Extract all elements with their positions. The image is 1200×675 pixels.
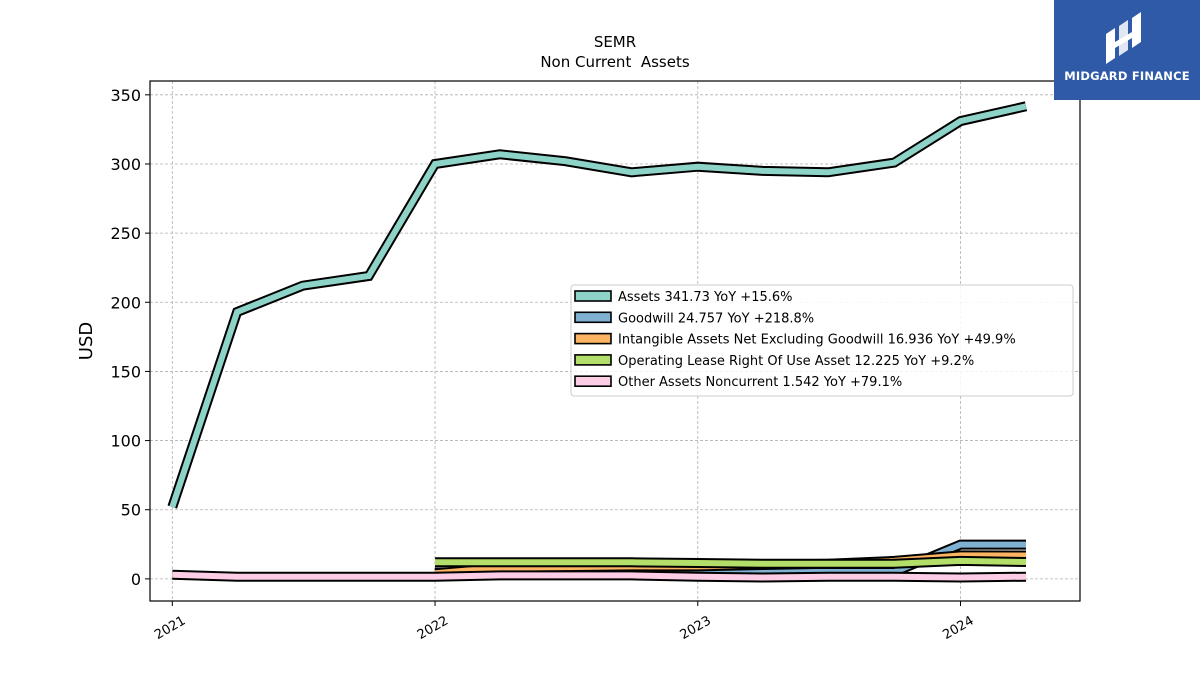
- legend-item: Intangible Assets Net Excluding Goodwill…: [574, 332, 1016, 348]
- legend-swatch: [574, 290, 612, 302]
- x-axis: 2021 2022 2023 2024: [152, 601, 977, 643]
- legend-label: Assets 341.73 YoY +15.6%: [618, 290, 793, 305]
- series-line: [169, 103, 1027, 508]
- plot-frame: [149, 80, 1081, 602]
- brand-mark-icon: [1106, 12, 1141, 64]
- series-5: [172, 569, 1027, 583]
- legend-item: Operating Lease Right Of Use Asset 12.22…: [574, 354, 974, 369]
- legend-label: Goodwill 24.757 YoY +218.8%: [618, 311, 814, 326]
- y-tick-label: 300: [110, 155, 141, 174]
- series-1: [167, 101, 1028, 509]
- x-tick-label: 2024: [940, 613, 976, 643]
- brand-name: MIDGARD FINANCE: [1064, 69, 1190, 83]
- legend-item: Goodwill 24.757 YoY +218.8%: [574, 311, 814, 326]
- y-tick-label: 350: [110, 86, 141, 105]
- legend-swatch: [574, 311, 612, 324]
- brand-logo: MIDGARD FINANCE: [1054, 0, 1200, 100]
- y-tick-label: 0: [131, 570, 141, 589]
- y-tick-label: 50: [121, 501, 141, 520]
- chart-title: SEMR: [594, 33, 636, 51]
- legend-box: [570, 284, 1074, 397]
- y-axis: 0 50 100 150 200 250 300 350: [110, 86, 150, 589]
- y-tick-label: 100: [110, 432, 141, 451]
- y-tick-label: 250: [110, 224, 141, 243]
- x-tick-label: 2023: [678, 613, 714, 643]
- legend-swatch: [574, 375, 612, 388]
- legend-label: Operating Lease Right Of Use Asset 12.22…: [618, 354, 974, 369]
- legend-swatch: [574, 332, 612, 345]
- chart-subtitle: Non Current Assets: [540, 53, 690, 71]
- legend: Assets 341.73 YoY +15.6% Goodwill 24.757 …: [570, 284, 1074, 397]
- x-tick-label: 2021: [152, 613, 188, 643]
- series-4: [435, 555, 1027, 569]
- legend-item: Other Assets Noncurrent 1.542 YoY +79.1%: [574, 375, 902, 390]
- series-layer: [167, 101, 1028, 583]
- legend-label: Intangible Assets Net Excluding Goodwill…: [618, 333, 1016, 348]
- y-tick-label: 150: [110, 362, 141, 381]
- series-line: [172, 571, 1027, 581]
- legend-label: Other Assets Noncurrent 1.542 YoY +79.1%: [618, 375, 902, 390]
- legend-item: Assets 341.73 YoY +15.6%: [574, 290, 793, 305]
- legend-swatch: [574, 354, 612, 366]
- y-axis-label: USD: [76, 322, 97, 360]
- x-tick-label: 2022: [415, 613, 451, 643]
- series-line: [435, 557, 1027, 567]
- y-tick-label: 200: [110, 293, 141, 312]
